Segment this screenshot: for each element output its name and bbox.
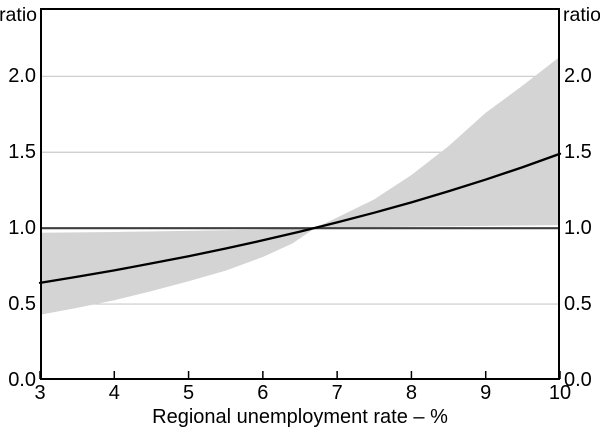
- y-tick-label-left: 0.0: [8, 369, 36, 391]
- x-tick-label: 10: [548, 382, 572, 404]
- x-tick-label: 3: [34, 382, 46, 404]
- x-tick-label: 5: [183, 382, 195, 404]
- y-tick-label-right: 2.0: [564, 65, 592, 88]
- x-tick-label: 7: [331, 382, 343, 404]
- y-tick-label-left: 2.0: [8, 65, 36, 88]
- y-tick-label-right: 0.0: [564, 369, 592, 391]
- y-tick-label-left: 1.5: [8, 141, 36, 164]
- y-tick-label-left: 0.5: [8, 293, 36, 316]
- confidence-band: [40, 56, 560, 315]
- x-tick-label: 8: [405, 382, 417, 404]
- axis-frame: [40, 8, 560, 380]
- y-tick-label-right: 1.5: [564, 141, 592, 164]
- y-tick-label-right: 0.5: [564, 293, 592, 316]
- y-axis-unit-label-right: ratio: [563, 4, 600, 26]
- y-axis-unit-label-left: ratio: [0, 4, 37, 26]
- x-tick-label: 6: [257, 382, 269, 404]
- y-tick-label-left: 1.0: [8, 217, 36, 240]
- y-tick-label-right: 1.0: [564, 217, 592, 240]
- x-tick-label: 4: [108, 382, 120, 404]
- estimated-ratio-line: [38, 152, 562, 284]
- x-tick-label: 9: [480, 382, 492, 404]
- x-axis-title: Regional unemployment rate – %: [152, 406, 448, 428]
